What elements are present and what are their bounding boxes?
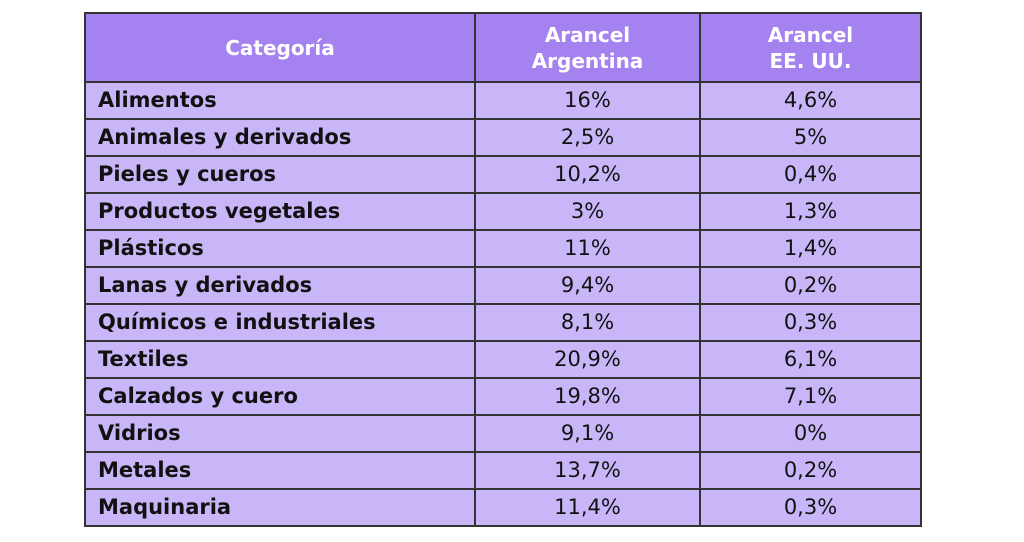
arancel-eeuu-cell: 0,4% [699,155,922,194]
arancel-argentina-cell: 9,4% [474,266,701,305]
table-row: Productos vegetales 3% 1,3% [84,192,922,231]
arancel-argentina-cell: 3% [474,192,701,231]
table-row: Químicos e industriales 8,1% 0,3% [84,303,922,342]
table-row: Vidrios 9,1% 0% [84,414,922,453]
table-row: Pieles y cueros 10,2% 0,4% [84,155,922,194]
arancel-argentina-cell: 20,9% [474,340,701,379]
table-row: Animales y derivados 2,5% 5% [84,118,922,157]
category-cell: Animales y derivados [84,118,476,157]
table-row: Alimentos 16% 4,6% [84,81,922,120]
arancel-eeuu-cell: 0,2% [699,266,922,305]
header-arancel-eeuu-line-1: Arancel [767,22,854,47]
arancel-argentina-cell: 11% [474,229,701,268]
tariff-table-container: Categoría Arancel Argentina Arancel EE. … [84,12,922,527]
arancel-argentina-cell: 19,8% [474,377,701,416]
arancel-eeuu-cell: 0,2% [699,451,922,490]
arancel-argentina-cell: 16% [474,81,701,120]
table-body: Alimentos 16% 4,6% Animales y derivados 2,5%… [84,81,922,527]
arancel-eeuu-cell: 7,1% [699,377,922,416]
category-cell: Químicos e industriales [84,303,476,342]
category-cell: Metales [84,451,476,490]
arancel-eeuu-cell: 0% [699,414,922,453]
header-arancel-argentina-line-1: Arancel [544,22,631,47]
arancel-argentina-cell: 13,7% [474,451,701,490]
category-cell: Pieles y cueros [84,155,476,194]
header-arancel-argentina-line-2: Argentina [531,48,644,73]
category-cell: Maquinaria [84,488,476,527]
arancel-eeuu-cell: 0,3% [699,488,922,527]
header-arancel-eeuu: Arancel EE. UU. [699,12,922,83]
tariff-comparison-table: Categoría Arancel Argentina Arancel EE. … [84,12,922,527]
arancel-eeuu-cell: 6,1% [699,340,922,379]
table-row: Textiles 20,9% 6,1% [84,340,922,379]
arancel-argentina-cell: 9,1% [474,414,701,453]
header-arancel-argentina: Arancel Argentina [474,12,701,83]
category-cell: Calzados y cuero [84,377,476,416]
arancel-argentina-cell: 11,4% [474,488,701,527]
category-cell: Productos vegetales [84,192,476,231]
arancel-eeuu-cell: 4,6% [699,81,922,120]
category-cell: Textiles [84,340,476,379]
table-row: Lanas y derivados 9,4% 0,2% [84,266,922,305]
arancel-eeuu-cell: 1,4% [699,229,922,268]
header-category: Categoría [84,12,476,83]
arancel-eeuu-cell: 1,3% [699,192,922,231]
category-cell: Vidrios [84,414,476,453]
table-header-row: Categoría Arancel Argentina Arancel EE. … [84,12,922,83]
arancel-argentina-cell: 10,2% [474,155,701,194]
category-cell: Alimentos [84,81,476,120]
table-row: Metales 13,7% 0,2% [84,451,922,490]
arancel-eeuu-cell: 5% [699,118,922,157]
arancel-argentina-cell: 8,1% [474,303,701,342]
header-arancel-eeuu-line-2: EE. UU. [769,48,852,73]
arancel-argentina-cell: 2,5% [474,118,701,157]
category-cell: Lanas y derivados [84,266,476,305]
table-row: Calzados y cuero 19,8% 7,1% [84,377,922,416]
category-cell: Plásticos [84,229,476,268]
arancel-eeuu-cell: 0,3% [699,303,922,342]
table-row: Plásticos 11% 1,4% [84,229,922,268]
table-row: Maquinaria 11,4% 0,3% [84,488,922,527]
